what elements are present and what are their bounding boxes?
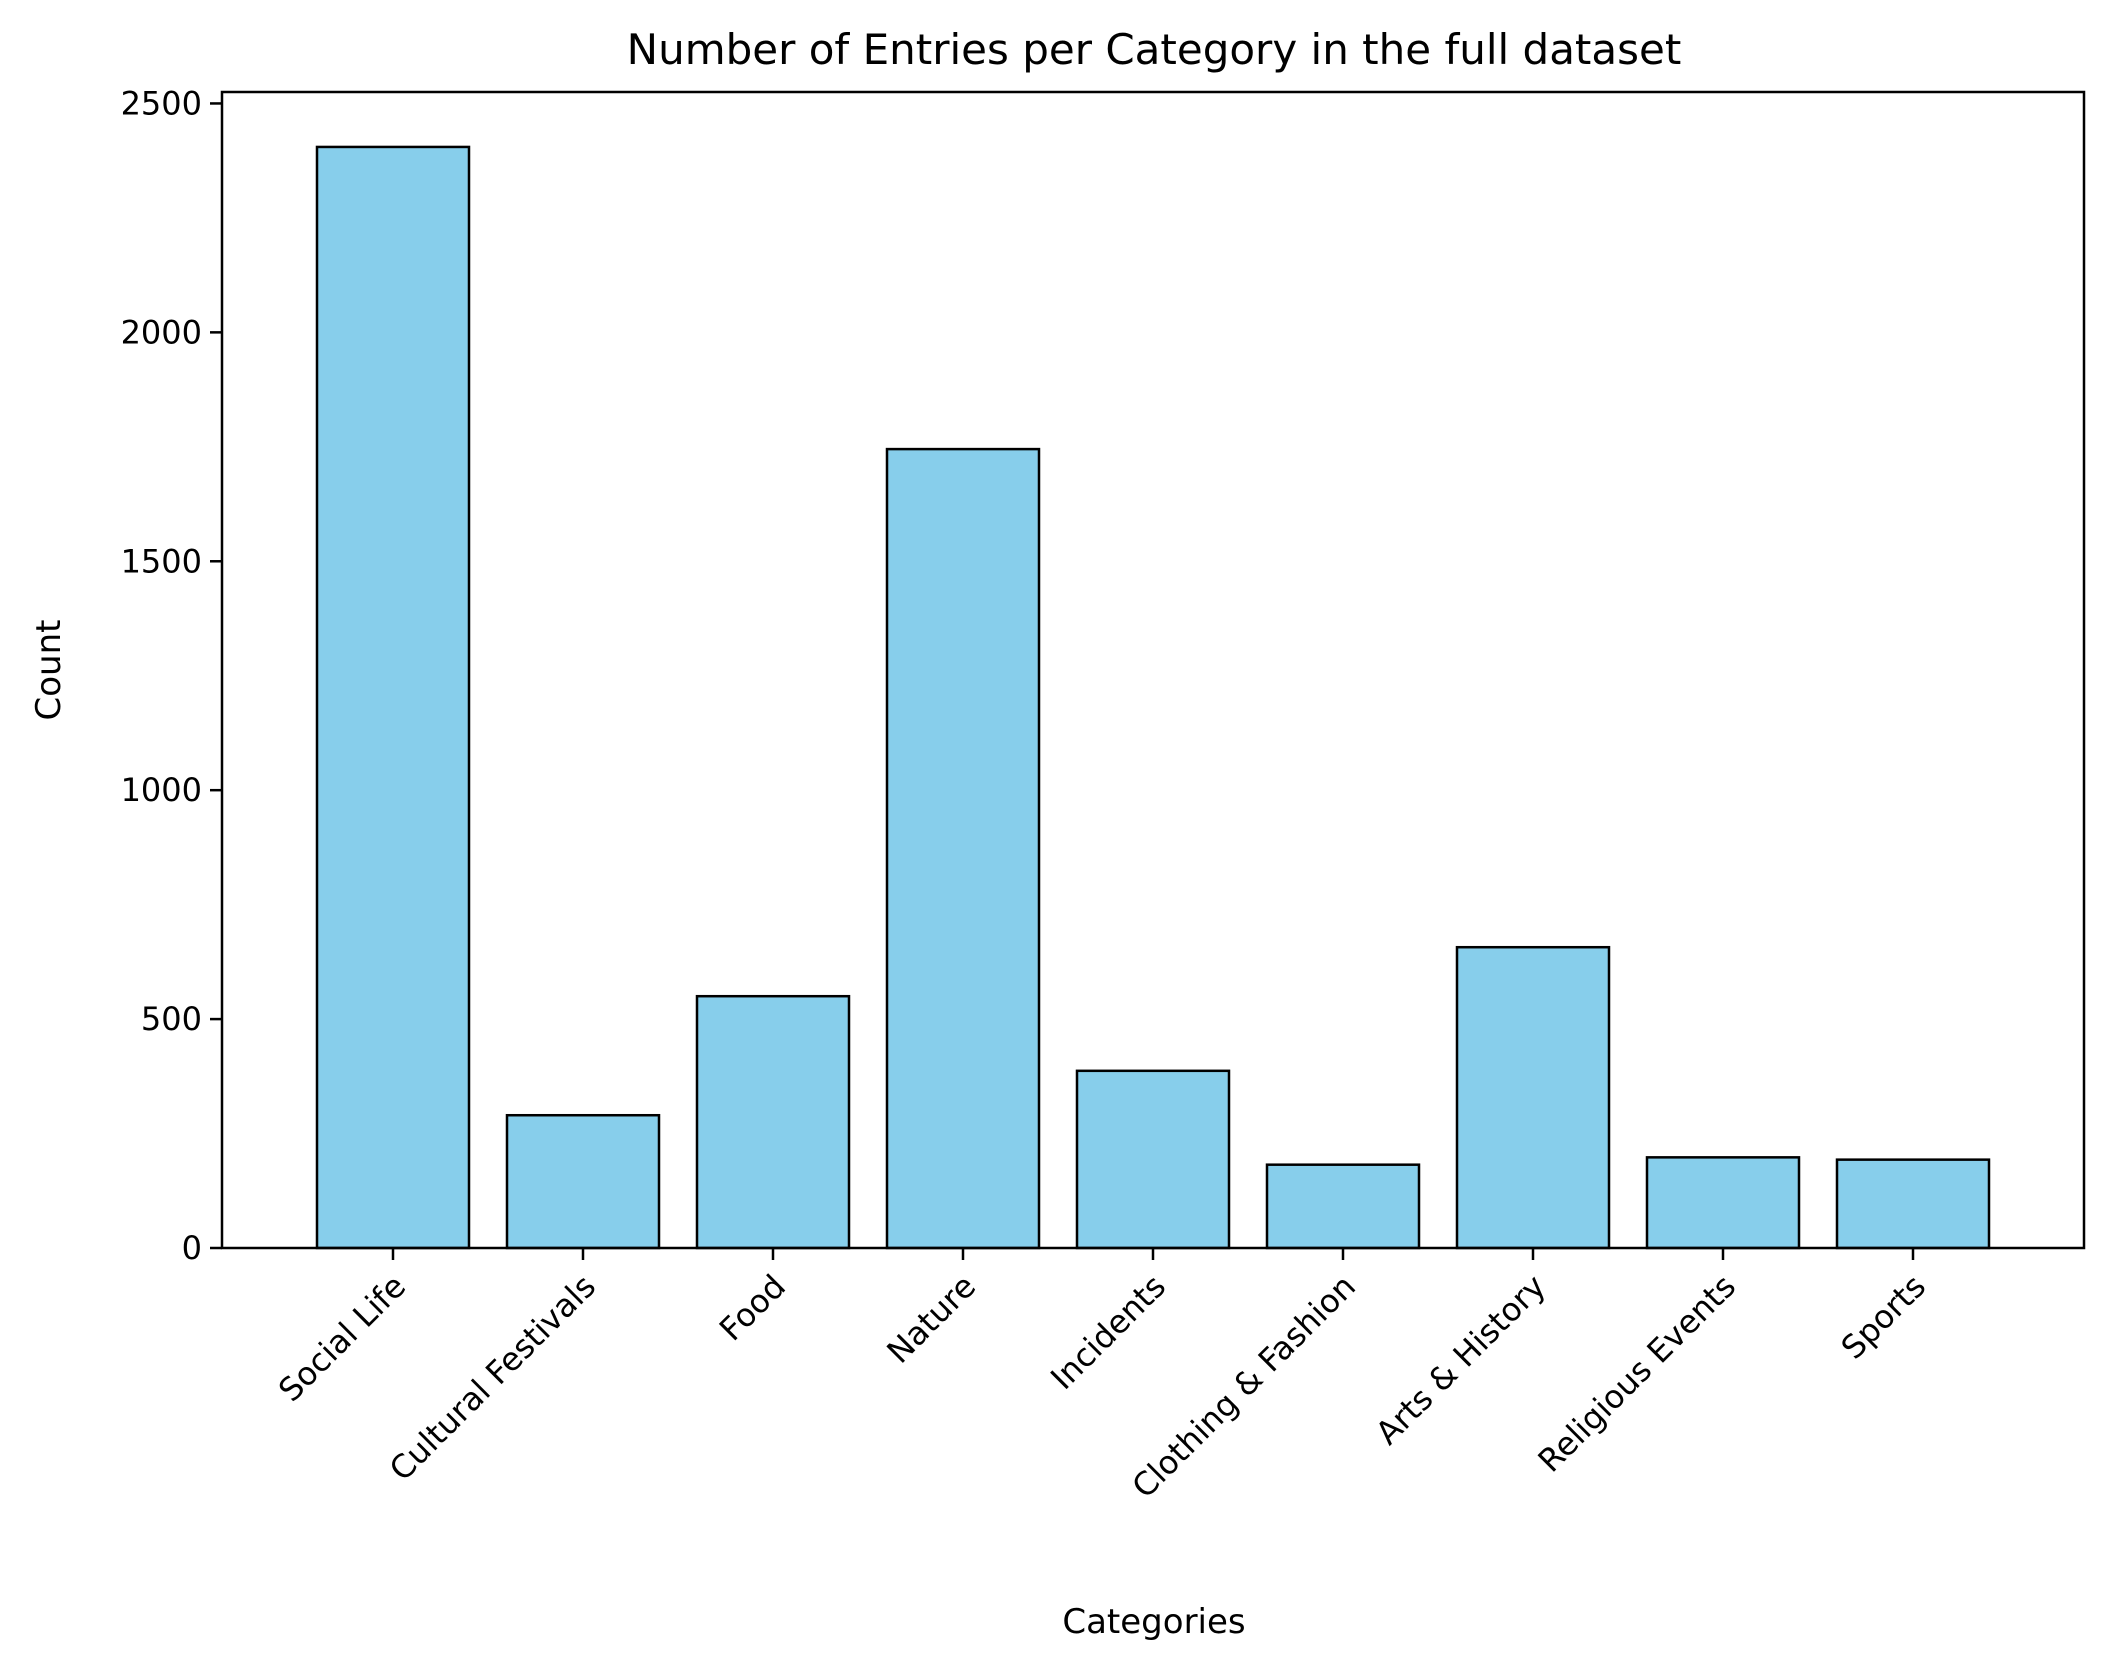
y-tick-label-2: 1000 xyxy=(121,771,202,809)
y-tick-label-1: 500 xyxy=(141,1000,202,1038)
bar-5 xyxy=(1265,1163,1421,1250)
bar-3 xyxy=(885,447,1041,1250)
bar-7 xyxy=(1645,1156,1801,1250)
bar-1 xyxy=(505,1113,661,1250)
bar-6 xyxy=(1455,945,1611,1250)
chart-title: Number of Entries per Category in the fu… xyxy=(627,25,1682,74)
x-axis-label: Categories xyxy=(1062,1602,1245,1642)
bar-2 xyxy=(695,994,851,1250)
y-tick-label-4: 2000 xyxy=(121,313,202,351)
y-axis: 0 500 1000 1500 2000 2500 xyxy=(121,84,222,1267)
plot-frame xyxy=(220,90,2086,1250)
y-tick-label-5: 2500 xyxy=(121,84,202,122)
y-axis-label: Count xyxy=(29,620,69,721)
y-tick-label-0: 0 xyxy=(182,1229,202,1267)
bar-0 xyxy=(315,145,471,1250)
y-tick-label-3: 1500 xyxy=(121,542,202,580)
bar-4 xyxy=(1075,1069,1231,1250)
bar-8 xyxy=(1835,1158,1991,1250)
bars-group xyxy=(315,145,1991,1250)
